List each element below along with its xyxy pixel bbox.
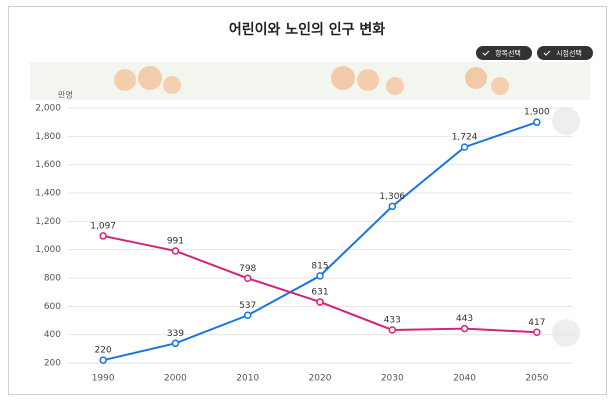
y-tick-label: 800 [44, 274, 61, 284]
x-tick-label: 2040 [453, 374, 476, 384]
y-tick-label: 1,000 [35, 245, 61, 255]
check-icon [543, 50, 551, 56]
y-tick-label: 1,200 [35, 217, 61, 227]
point [316, 272, 324, 280]
data-label: 1,900 [524, 108, 550, 118]
y-tick-label: 1,800 [35, 132, 61, 142]
data-label: 433 [384, 315, 401, 325]
x-tick-label: 2020 [309, 374, 332, 384]
data-label: 1,097 [90, 221, 116, 231]
face [465, 67, 487, 89]
data-label: 537 [239, 301, 256, 311]
child-icon [552, 319, 580, 347]
button-bg[interactable] [476, 46, 532, 60]
data-label: 991 [167, 236, 184, 246]
button[interactable]: 항목선택 [476, 46, 532, 60]
point [316, 298, 324, 306]
button-bg[interactable] [537, 46, 593, 60]
point [533, 118, 541, 126]
chart-title: 어린이와 노인의 인구 변화 [229, 21, 385, 38]
point [243, 274, 252, 283]
data-label: 631 [311, 287, 328, 297]
y-tick-label: 600 [44, 302, 61, 312]
face [357, 69, 379, 91]
x-tick-label: 2000 [164, 374, 187, 384]
button[interactable]: 시점선택 [537, 46, 593, 60]
point [99, 356, 107, 364]
data-label: 443 [456, 314, 473, 324]
face [331, 66, 355, 90]
button-label[interactable]: 항목선택 [495, 49, 521, 58]
point [243, 311, 252, 320]
data-label: 1,724 [452, 133, 478, 143]
button-label[interactable]: 시점선택 [556, 49, 582, 58]
data-label: 815 [311, 261, 328, 271]
face [114, 69, 136, 91]
decoration [30, 62, 590, 100]
y-tick-label: 1,400 [35, 189, 61, 199]
y-tick-label: 200 [44, 359, 61, 369]
x-tick-label: 2030 [381, 374, 404, 384]
point [171, 339, 180, 348]
face [491, 77, 509, 95]
point [460, 143, 469, 151]
point [388, 326, 397, 334]
data-label: 339 [167, 329, 184, 339]
data-label: 798 [239, 264, 256, 274]
x-tick-label: 1990 [92, 374, 115, 384]
point [533, 328, 541, 337]
check-icon [482, 50, 490, 56]
data-label: 417 [528, 318, 545, 328]
data-label: 1,306 [379, 192, 405, 202]
y-tick-label: 1,600 [35, 160, 61, 170]
face [138, 66, 162, 90]
point [99, 232, 107, 240]
data-label: 220 [95, 346, 112, 356]
y-unit: 만명 [58, 90, 73, 100]
y-tick-label: 400 [44, 330, 61, 340]
point [460, 324, 469, 333]
y-tick-label: 2,000 [35, 104, 61, 114]
face [163, 76, 181, 94]
elderly-icon [552, 107, 580, 135]
point [388, 202, 397, 211]
face [386, 77, 404, 95]
x-tick-label: 2010 [236, 374, 259, 384]
point [171, 247, 180, 255]
x-tick-label: 2050 [525, 374, 548, 384]
